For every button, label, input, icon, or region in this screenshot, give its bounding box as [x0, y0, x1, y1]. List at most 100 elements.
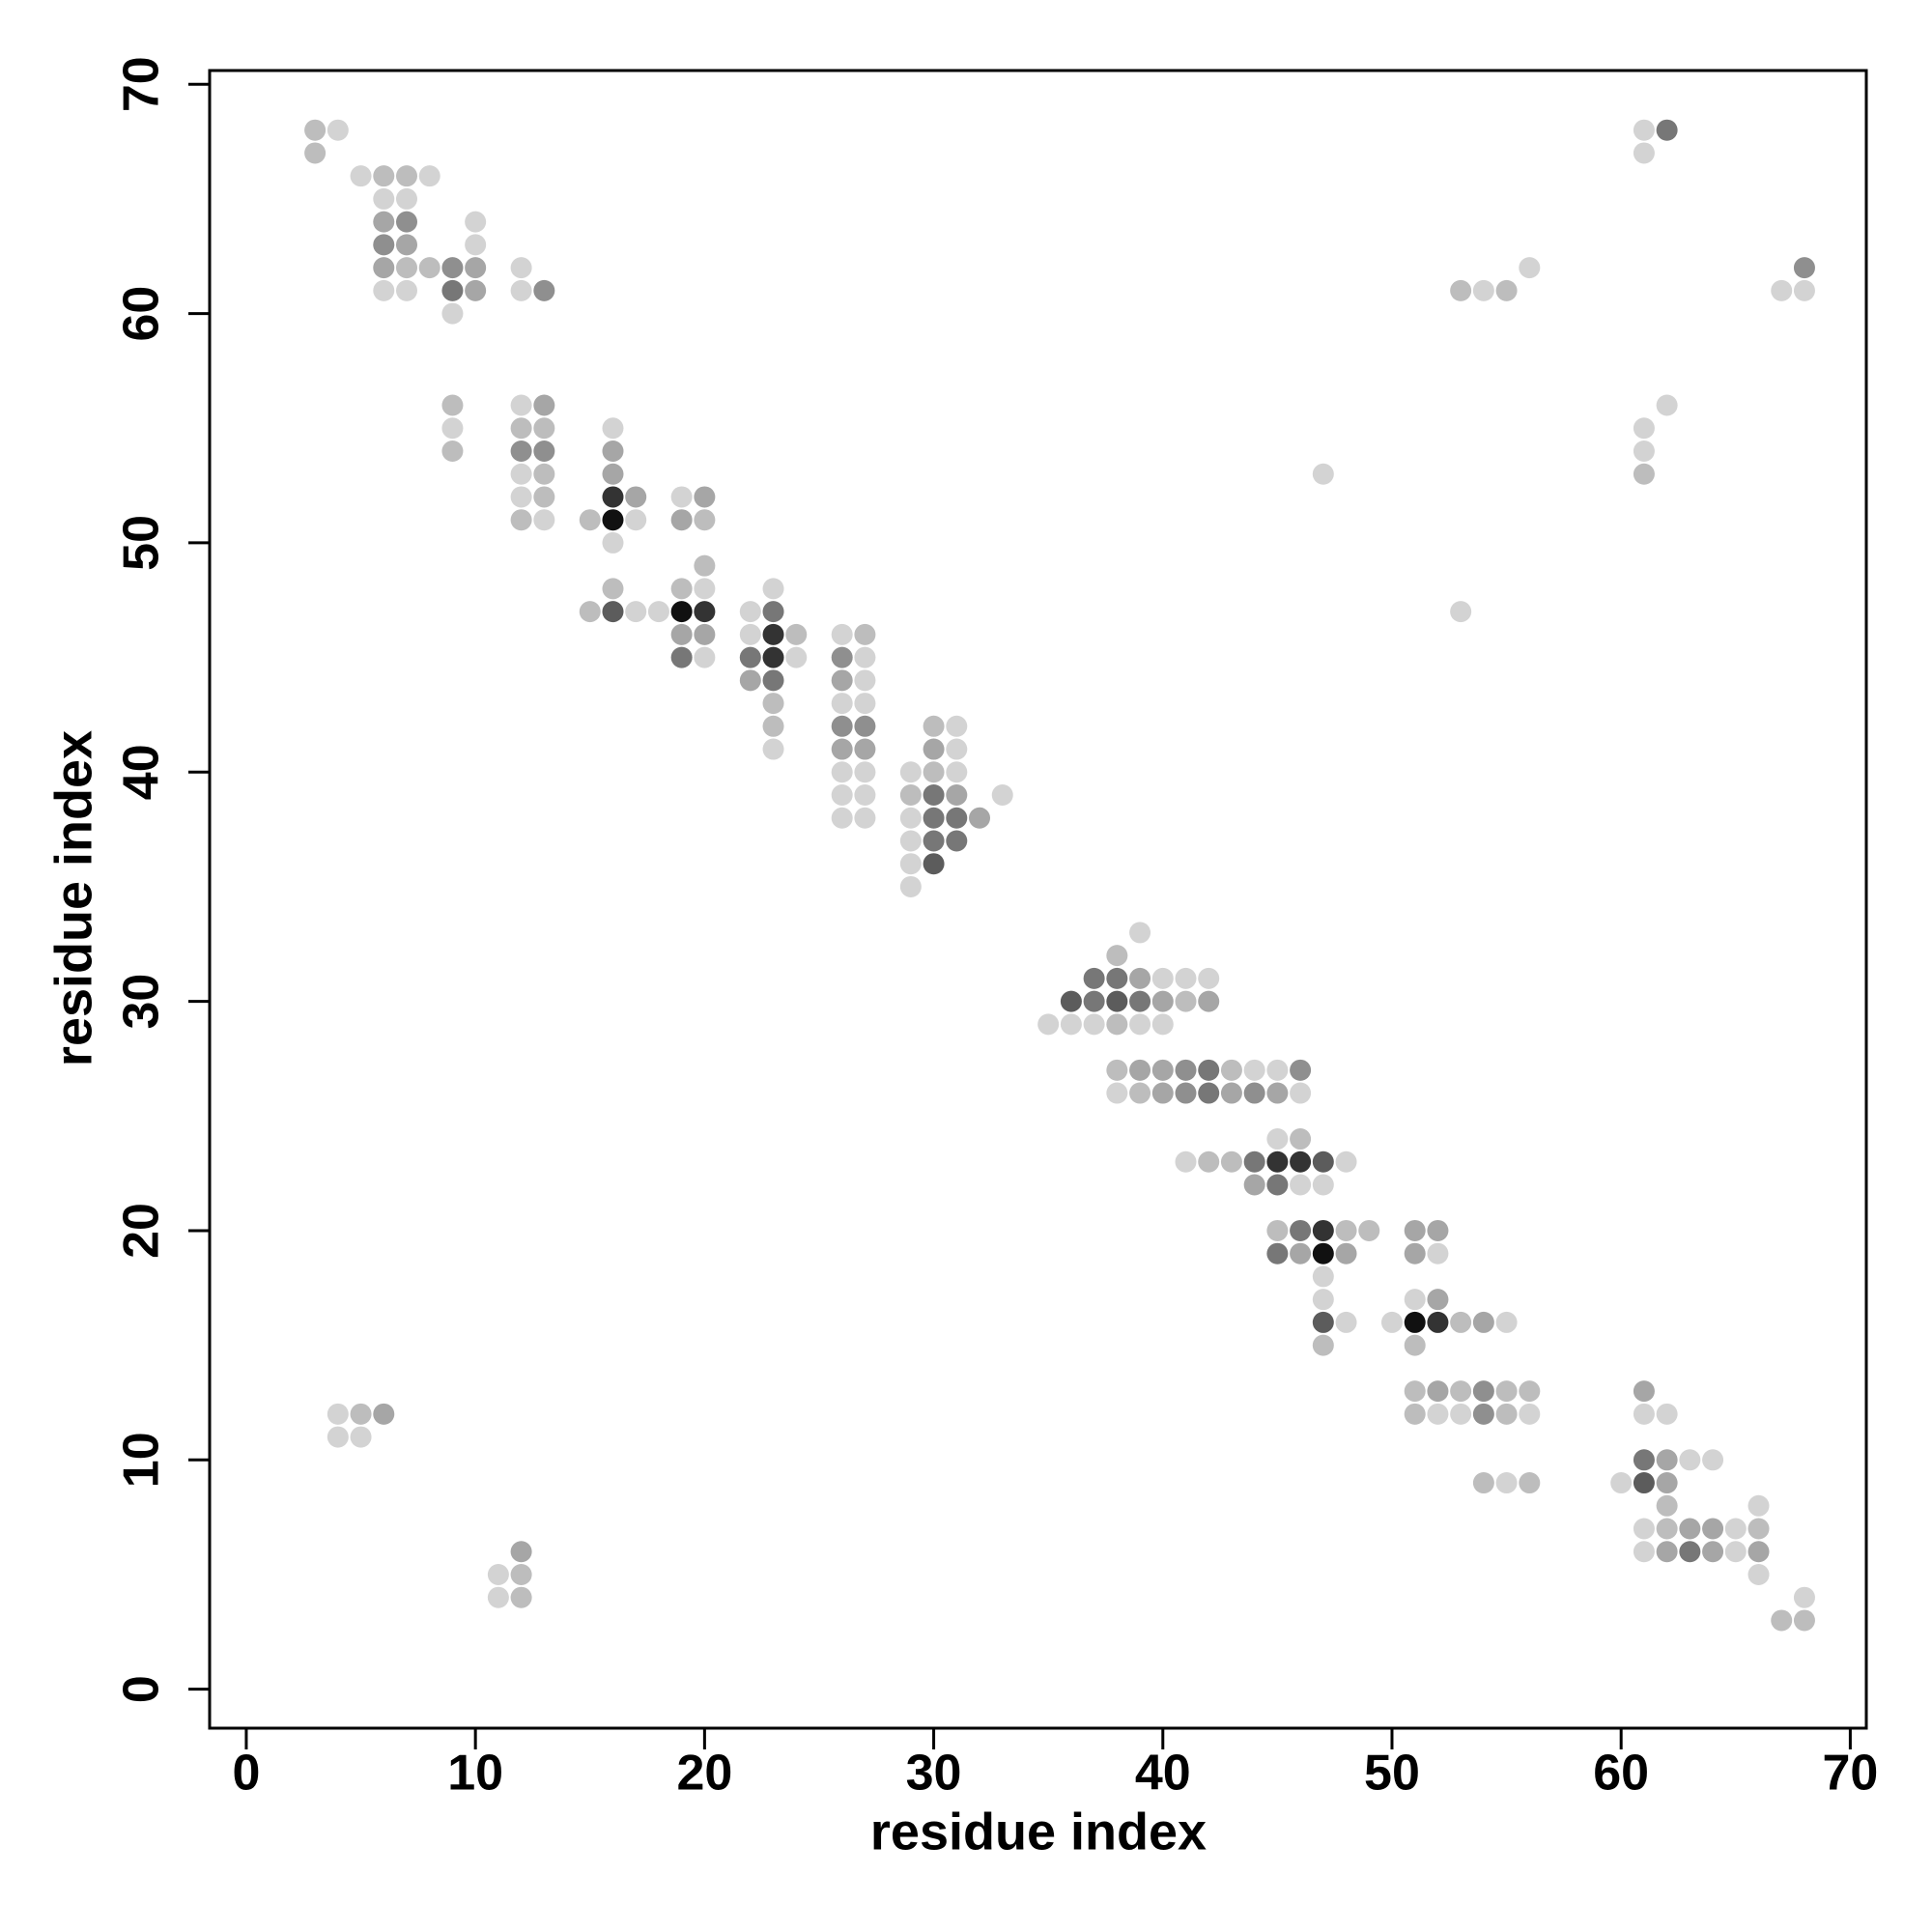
contact-point: [1151, 1013, 1174, 1036]
contact-point: [1312, 1219, 1334, 1241]
contact-point: [533, 279, 555, 301]
contact-point: [1633, 1541, 1655, 1563]
contact-point: [923, 761, 945, 783]
contact-point: [625, 601, 647, 623]
contact-point: [1404, 1403, 1426, 1425]
contact-point: [533, 509, 555, 531]
contact-point: [969, 807, 991, 829]
contact-point: [441, 257, 464, 279]
contact-point: [1404, 1380, 1426, 1403]
contact-point: [373, 279, 395, 301]
contact-point: [373, 234, 395, 256]
contact-point: [1747, 1541, 1770, 1563]
contact-point: [602, 601, 624, 623]
contact-point: [1129, 967, 1151, 989]
contact-point: [1380, 1311, 1403, 1333]
contact-point: [1106, 1082, 1128, 1104]
contact-point: [1404, 1242, 1426, 1264]
contact-point: [533, 440, 555, 462]
contact-point: [831, 761, 853, 783]
contact-point: [1633, 1403, 1655, 1425]
contact-point: [1495, 1380, 1518, 1403]
contact-point: [510, 279, 532, 301]
contact-point: [923, 830, 945, 852]
contact-point: [762, 715, 784, 737]
contact-point: [831, 646, 853, 668]
contact-point: [1290, 1219, 1312, 1241]
contact-point: [1290, 1174, 1312, 1196]
contact-point: [1220, 1082, 1242, 1104]
contact-point: [1335, 1219, 1357, 1241]
contact-point: [1519, 257, 1541, 279]
contact-point: [395, 234, 417, 256]
contact-point: [441, 394, 464, 416]
contact-point: [785, 646, 808, 668]
x-tick-label: 0: [232, 1746, 260, 1802]
contact-point: [1198, 1151, 1220, 1173]
contact-point: [1427, 1242, 1449, 1264]
contact-point: [1335, 1311, 1357, 1333]
contact-point: [1037, 1013, 1060, 1036]
contact-point: [1060, 990, 1082, 1012]
contact-point: [1656, 1541, 1678, 1563]
contact-point: [1198, 990, 1220, 1012]
contact-point: [1129, 922, 1151, 944]
contact-point: [1335, 1242, 1357, 1264]
contact-point: [739, 669, 761, 692]
contact-point: [1404, 1289, 1426, 1311]
contact-point: [1633, 1518, 1655, 1540]
contact-point: [831, 693, 853, 715]
contact-point: [1290, 1151, 1312, 1173]
contact-point: [1290, 1082, 1312, 1104]
contact-point: [533, 394, 555, 416]
contact-point: [694, 486, 716, 508]
contact-point: [1266, 1174, 1289, 1196]
contact-point: [1472, 279, 1494, 301]
contact-point: [1656, 1494, 1678, 1517]
contact-point: [1633, 119, 1655, 141]
contact-point: [694, 623, 716, 645]
x-axis-title: residue index: [870, 1803, 1207, 1861]
contact-point: [1243, 1151, 1265, 1173]
contact-point: [1747, 1494, 1770, 1517]
contact-point: [647, 601, 669, 623]
contact-point: [1129, 1013, 1151, 1036]
contact-point: [1472, 1472, 1494, 1494]
contact-point: [510, 1563, 532, 1585]
contact-point: [1220, 1151, 1242, 1173]
contact-point: [739, 623, 761, 645]
contact-point: [1633, 142, 1655, 164]
contact-point: [465, 234, 487, 256]
contact-point: [625, 486, 647, 508]
contact-point: [694, 509, 716, 531]
contact-point: [1793, 257, 1815, 279]
contact-point: [1243, 1059, 1265, 1081]
y-tick-label: 0: [114, 1675, 170, 1703]
contact-point: [510, 1586, 532, 1608]
contact-point: [1129, 1059, 1151, 1081]
contact-point: [1519, 1472, 1541, 1494]
contact-point: [1220, 1059, 1242, 1081]
contact-point: [670, 578, 693, 600]
contact-point: [670, 601, 693, 623]
contact-point: [1243, 1174, 1265, 1196]
contact-point: [1312, 463, 1334, 485]
contact-point: [694, 601, 716, 623]
contact-point: [1427, 1219, 1449, 1241]
y-tick-label: 10: [114, 1432, 170, 1488]
contact-point: [1771, 1609, 1793, 1632]
y-axis-title: residue index: [44, 730, 102, 1066]
contact-point: [395, 279, 417, 301]
contact-point: [1656, 1403, 1678, 1425]
contact-point: [510, 486, 532, 508]
y-tick-label: 70: [114, 56, 170, 112]
contact-point: [625, 509, 647, 531]
contact-point: [1450, 279, 1472, 301]
contact-point: [1358, 1219, 1380, 1241]
contact-point: [395, 211, 417, 233]
contact-point: [1106, 945, 1128, 967]
contact-point: [602, 531, 624, 554]
x-tick-label: 70: [1822, 1746, 1878, 1802]
contact-point: [1793, 1586, 1815, 1608]
